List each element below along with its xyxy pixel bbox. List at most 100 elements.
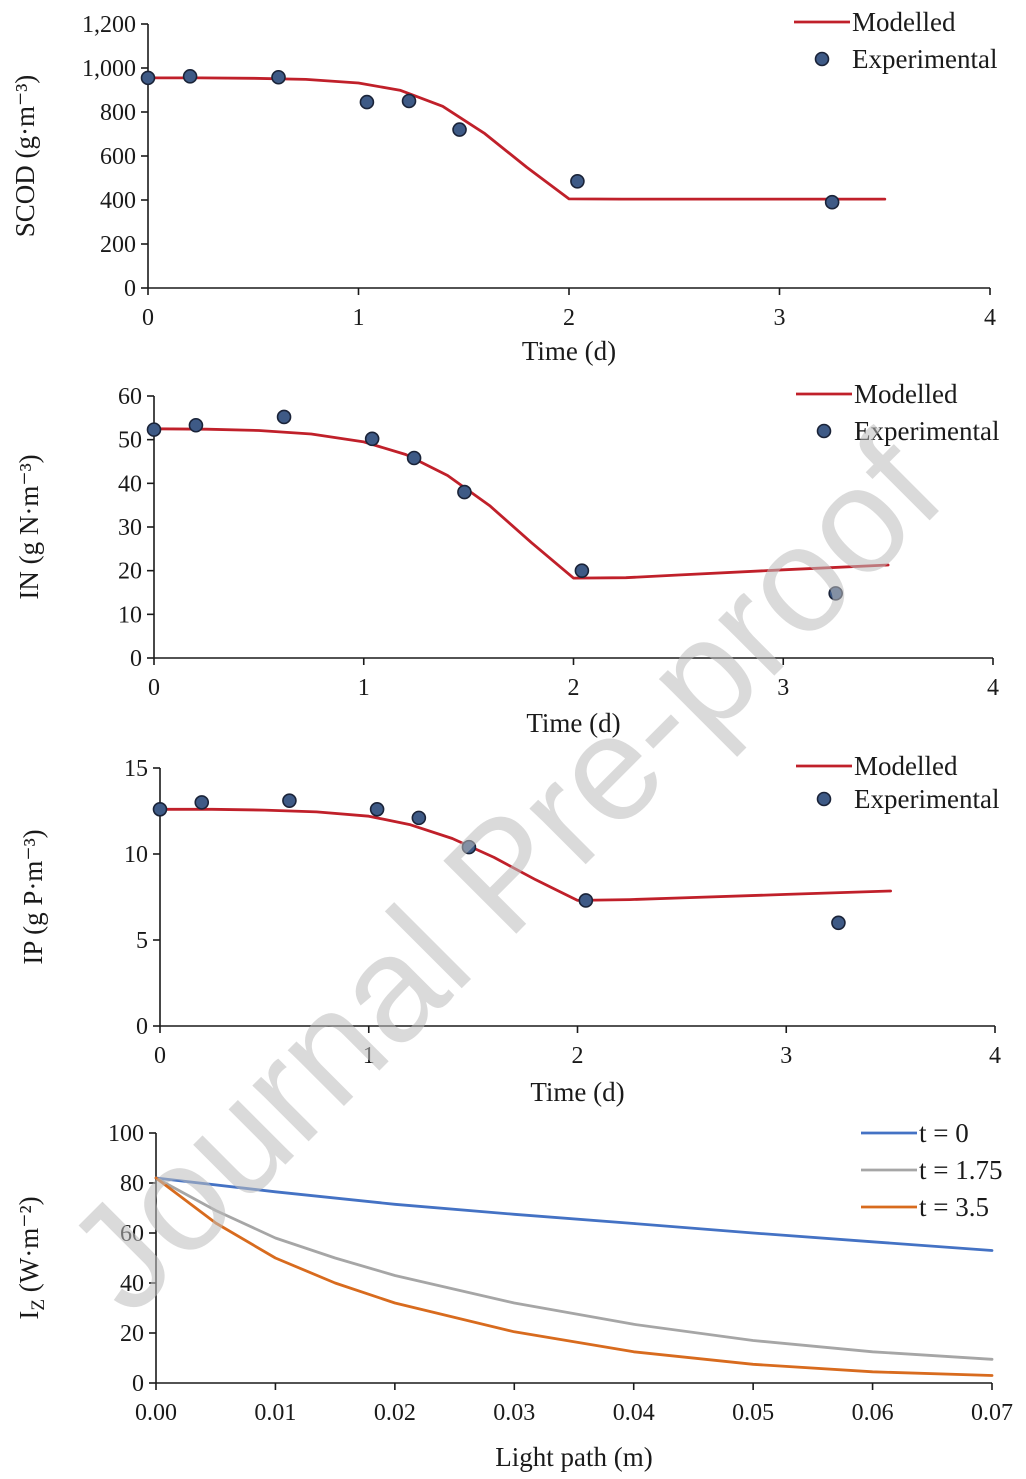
data-point <box>824 194 840 210</box>
x-tick-label: 4 <box>989 1043 1001 1069</box>
x-tick-label: 3 <box>777 675 789 701</box>
series-line-2 <box>154 1176 994 1361</box>
x-tick-label: 0.01 <box>254 1400 296 1426</box>
data-point <box>188 417 204 433</box>
y-tick-label: 20 <box>118 559 142 585</box>
x-tick-label: 3 <box>774 305 786 331</box>
y-tick-label: 0 <box>130 646 142 672</box>
data-point <box>461 839 477 855</box>
data-point <box>276 409 292 425</box>
y-tick-label: 40 <box>120 1271 144 1297</box>
data-point <box>401 93 417 109</box>
legend-swatch-marker <box>814 51 830 67</box>
x-tick-label: 4 <box>984 305 996 331</box>
data-point <box>194 795 210 810</box>
data-point <box>457 484 472 500</box>
series-line-1 <box>146 76 887 201</box>
data-point <box>140 70 156 86</box>
y-tick-label: 10 <box>118 602 142 628</box>
y-tick-label: 80 <box>120 1171 144 1197</box>
y-tick-label: 1,200 <box>82 12 136 38</box>
data-point <box>359 94 375 110</box>
legend-label: t = 0 <box>919 1118 969 1148</box>
chart-panel-1: 0 200 400 600 800 1,000 1,200 0 1 2 3 4 Time (d) SCOD… <box>10 7 997 366</box>
x-axis-label: Time (d) <box>526 708 620 738</box>
x-axis-label: Light path (m) <box>495 1442 652 1472</box>
legend-label: Experimental <box>854 784 999 814</box>
data-point <box>411 810 427 826</box>
x-tick-label: 1 <box>363 1043 375 1069</box>
y-tick-label: 40 <box>118 471 142 497</box>
data-point <box>369 801 385 817</box>
data-point <box>406 450 422 466</box>
y-tick-label: 0 <box>136 1014 148 1040</box>
x-tick-label: 0.00 <box>135 1400 177 1426</box>
y-tick-label: 0 <box>124 276 136 302</box>
x-tick-label: 2 <box>568 675 580 701</box>
x-tick-label: 2 <box>563 305 575 331</box>
data-point <box>182 69 198 84</box>
y-tick-label: 15 <box>124 756 148 782</box>
y-axis-label: IZ (W·m⁻²) <box>14 1196 49 1319</box>
data-point <box>146 422 162 437</box>
data-point <box>578 893 594 908</box>
legend-label: Modelled <box>854 751 958 781</box>
legend-label: Experimental <box>852 44 997 74</box>
x-tick-label: 0 <box>142 305 154 331</box>
x-tick-label: 0.05 <box>732 1400 774 1426</box>
x-tick-label: 0.03 <box>493 1400 535 1426</box>
x-tick-label: 0.07 <box>971 1400 1013 1426</box>
x-tick-label: 2 <box>572 1043 584 1069</box>
data-point <box>364 431 380 447</box>
y-tick-label: 100 <box>108 1121 144 1147</box>
x-tick-label: 3 <box>780 1043 792 1069</box>
watermark-text: Journal Pre-proof <box>34 404 972 1342</box>
legend-label: Modelled <box>854 379 958 409</box>
legend-swatch-marker <box>816 791 832 807</box>
y-tick-label: 60 <box>120 1221 144 1247</box>
y-tick-label: 5 <box>136 928 148 954</box>
data-point <box>452 122 467 137</box>
chart-panel-3: 0 5 10 15 0 1 2 3 4 Time (d) IP (g P·m⁻³) ModelledE… <box>18 751 1001 1107</box>
x-axis-label: Time (d) <box>530 1077 624 1107</box>
x-tick-label: 4 <box>987 675 999 701</box>
legend-label: t = 3.5 <box>919 1192 989 1222</box>
data-point <box>828 586 843 601</box>
y-tick-label: 800 <box>100 100 136 126</box>
series-line-3 <box>154 1176 994 1377</box>
y-tick-label: 600 <box>100 144 136 170</box>
y-tick-label: 1,000 <box>82 56 136 82</box>
legend-label: t = 1.75 <box>919 1155 1002 1185</box>
data-point <box>282 793 297 808</box>
legend-label: Modelled <box>852 7 956 37</box>
y-axis-label: SCOD (g·m⁻³) <box>10 75 40 238</box>
y-axis-label: IP (g P·m⁻³) <box>18 829 48 964</box>
data-point <box>152 801 168 817</box>
y-tick-label: 60 <box>118 384 142 410</box>
y-tick-label: 20 <box>120 1321 144 1347</box>
y-tick-label: 200 <box>100 232 136 258</box>
y-tick-label: 10 <box>124 842 148 868</box>
legend-swatch-marker <box>816 423 832 439</box>
data-point <box>831 915 846 931</box>
y-tick-label: 0 <box>132 1371 144 1397</box>
data-point <box>574 563 590 578</box>
x-tick-label: 1 <box>358 675 370 701</box>
x-tick-label: 0 <box>154 1043 166 1069</box>
legend-label: Experimental <box>854 416 999 446</box>
series-line-1 <box>154 1176 994 1252</box>
x-tick-label: 1 <box>353 305 365 331</box>
x-axis-label: Time (d) <box>522 336 616 366</box>
x-tick-label: 0.04 <box>613 1400 655 1426</box>
chart-panel-2: 0 10 20 30 40 50 60 0 1 2 3 4 Time (d) IN (g N·m⁻³) Mo… <box>14 379 999 738</box>
y-tick-label: 400 <box>100 188 136 214</box>
y-tick-label: 50 <box>118 428 142 454</box>
data-point <box>570 174 585 189</box>
x-tick-label: 0.02 <box>374 1400 416 1426</box>
data-point <box>271 69 286 85</box>
x-tick-label: 0 <box>148 675 160 701</box>
y-axis-label: IN (g N·m⁻³) <box>14 454 44 599</box>
y-tick-label: 30 <box>118 515 142 541</box>
